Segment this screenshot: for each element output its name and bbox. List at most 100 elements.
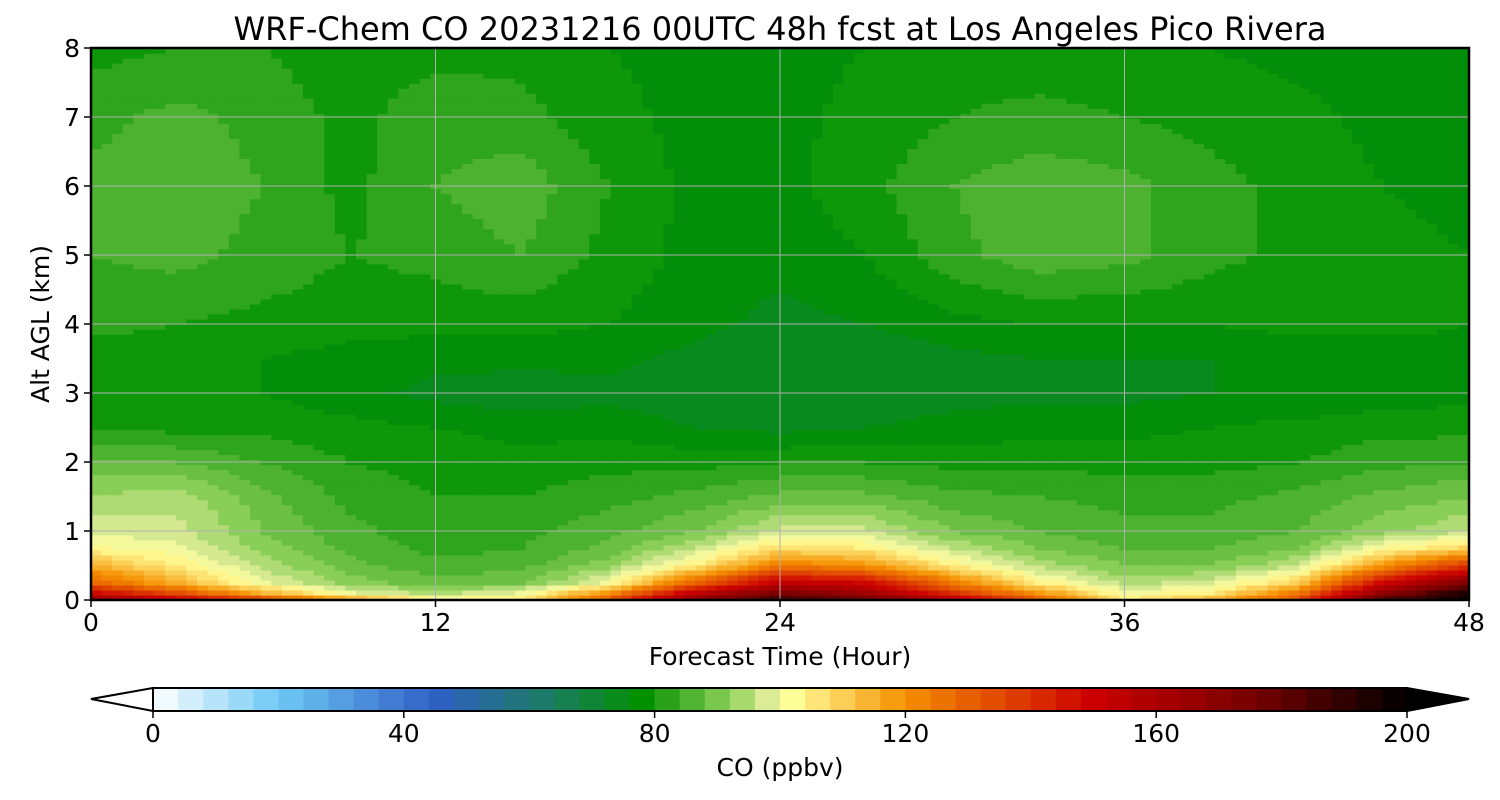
heatmap-cell <box>769 434 781 441</box>
heatmap-cell <box>737 439 749 446</box>
heatmap-cell <box>949 514 961 521</box>
heatmap-cell <box>472 594 484 600</box>
heatmap-cell <box>1204 414 1216 420</box>
heatmap-cell <box>154 474 166 481</box>
heatmap-cell <box>515 429 527 435</box>
heatmap-cell <box>1447 419 1459 425</box>
heatmap-cell <box>387 594 399 600</box>
heatmap-cell <box>1288 414 1300 420</box>
heatmap-cell <box>207 514 219 521</box>
heatmap-cell <box>515 594 527 600</box>
heatmap-cell <box>1394 559 1406 566</box>
heatmap-cell <box>197 469 209 476</box>
heatmap-cell <box>1214 524 1226 531</box>
heatmap-cell <box>313 579 325 586</box>
heatmap-cell <box>1140 449 1152 456</box>
heatmap-cell <box>472 564 484 571</box>
heatmap-cell <box>536 439 548 446</box>
heatmap-cell <box>1352 594 1364 600</box>
heatmap-cell <box>557 539 569 546</box>
heatmap-cell <box>917 564 929 571</box>
heatmap-cell <box>228 449 240 456</box>
heatmap-cell <box>1076 489 1088 496</box>
heatmap-cell <box>1288 524 1300 531</box>
heatmap-cell <box>716 534 728 541</box>
heatmap-cell <box>1278 494 1290 501</box>
heatmap-cell <box>1172 454 1184 461</box>
heatmap-cell <box>1416 534 1428 541</box>
heatmap-cell <box>1098 569 1110 576</box>
heatmap-cell <box>663 549 675 556</box>
heatmap-cell <box>91 434 103 441</box>
heatmap-cell <box>303 484 315 491</box>
heatmap-cell <box>1288 589 1300 596</box>
heatmap-cell <box>833 559 845 566</box>
heatmap-cell <box>663 439 675 446</box>
heatmap-cell <box>472 434 484 441</box>
heatmap-cell <box>1076 584 1088 591</box>
heatmap-cell <box>1405 564 1417 571</box>
heatmap-cell <box>366 419 378 425</box>
heatmap-cell <box>175 564 187 571</box>
heatmap-cell <box>780 504 792 511</box>
heatmap-cell <box>387 509 399 516</box>
heatmap-cell <box>356 549 368 556</box>
heatmap-cell <box>1055 519 1067 526</box>
heatmap-cell <box>1437 479 1449 486</box>
heatmap-cell <box>1204 439 1216 446</box>
heatmap-cell <box>854 589 866 596</box>
heatmap-cell <box>292 474 304 481</box>
heatmap-cell <box>599 484 611 491</box>
heatmap-cell <box>907 544 919 551</box>
heatmap-cell <box>462 499 474 506</box>
heatmap-cell <box>1045 584 1057 591</box>
heatmap-cell <box>822 529 834 536</box>
heatmap-cell <box>324 574 336 581</box>
heatmap-cell <box>589 409 601 415</box>
heatmap-cell <box>1288 534 1300 541</box>
heatmap-cell <box>1405 579 1417 586</box>
heatmap-cell <box>864 499 876 506</box>
heatmap-cell <box>409 534 421 541</box>
heatmap-cell <box>716 469 728 476</box>
heatmap-cell <box>1288 489 1300 496</box>
heatmap-cell <box>1055 424 1067 430</box>
heatmap-cell <box>642 589 654 596</box>
heatmap-cell <box>472 524 484 531</box>
heatmap-cell <box>557 549 569 556</box>
heatmap-cell <box>462 494 474 501</box>
heatmap-cell <box>695 444 707 451</box>
heatmap-cell <box>260 564 272 571</box>
heatmap-cell <box>748 594 760 600</box>
heatmap-cell <box>144 574 156 581</box>
heatmap-cell <box>366 444 378 451</box>
heatmap-cell <box>1278 474 1290 481</box>
heatmap-cell <box>801 504 813 511</box>
heatmap-cell <box>854 524 866 531</box>
heatmap-cell <box>1352 519 1364 526</box>
heatmap-cell <box>780 424 792 430</box>
heatmap-cell <box>1310 529 1322 536</box>
heatmap-cell <box>144 554 156 561</box>
heatmap-cell <box>886 569 898 576</box>
heatmap-cell <box>451 554 463 561</box>
heatmap-cell <box>822 514 834 521</box>
heatmap-cell <box>1341 544 1353 551</box>
heatmap-cell <box>1108 484 1120 491</box>
heatmap-cell <box>165 469 177 476</box>
heatmap-cell <box>674 449 686 456</box>
heatmap-cell <box>568 469 580 476</box>
heatmap-cell <box>483 499 495 506</box>
heatmap-cell <box>1416 514 1428 521</box>
heatmap-cell <box>1416 414 1428 420</box>
heatmap-cell <box>1182 539 1194 546</box>
heatmap-cell <box>833 489 845 496</box>
heatmap-cell <box>674 489 686 496</box>
heatmap-cell <box>1437 594 1449 600</box>
heatmap-cell <box>345 439 357 446</box>
heatmap-cell <box>1066 484 1078 491</box>
heatmap-cell <box>843 549 855 556</box>
heatmap-cell <box>1246 544 1258 551</box>
heatmap-cell <box>1246 474 1258 481</box>
heatmap-cell <box>387 434 399 441</box>
